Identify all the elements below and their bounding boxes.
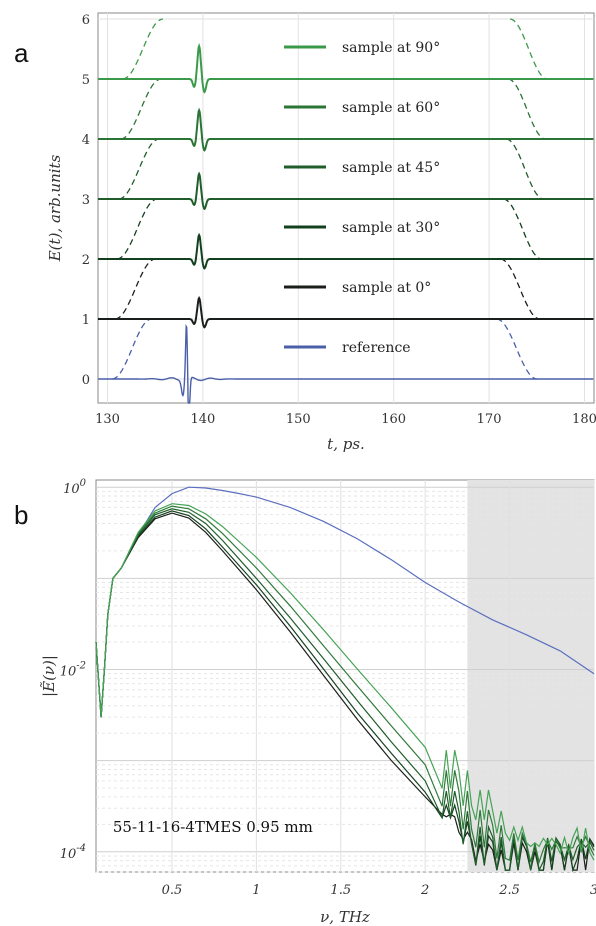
window-fall-5 (509, 18, 548, 80)
legend-label-0: reference (342, 340, 411, 356)
window-fall-2 (503, 198, 542, 260)
y-axis-label: |Ẽ(ν)| (40, 655, 58, 697)
legend-label-3: sample at 45° (342, 160, 440, 176)
series-line-1 (98, 296, 594, 329)
y-tick-label: 5 (82, 73, 90, 88)
y-tick-label: 1 (82, 313, 90, 328)
x-tick-label: 140 (191, 412, 216, 427)
panel-a-chart: 130 140 150 160 170 180 0 1 2 3 4 5 6 t, ps. E(t), arb… (46, 12, 596, 453)
x-tick-label: 3 (590, 883, 596, 898)
y-tick-label: 6 (82, 13, 90, 28)
x-tick-label: 150 (286, 412, 311, 427)
x-tick-label: 170 (477, 412, 502, 427)
panel-b-label: b (14, 500, 28, 530)
spectrum-line-5 (95, 503, 595, 861)
y-tick-label: 4 (82, 133, 90, 148)
window-fall-4 (508, 78, 546, 140)
x-tick-label: 130 (95, 412, 120, 427)
legend-label-2: sample at 30° (342, 220, 440, 236)
legend-label-1: sample at 0° (342, 280, 431, 296)
x-tick-label: 2.5 (498, 883, 520, 898)
x-tick-label: 1 (252, 883, 260, 898)
window-fall-3 (506, 138, 544, 200)
legend-label-4: sample at 60° (342, 100, 440, 116)
x-tick-label: 0.5 (162, 883, 183, 898)
y-tick-label: 3 (82, 193, 90, 208)
y-tick-label: 0 (82, 373, 90, 388)
y-tick-label: 10-4 (60, 843, 86, 862)
x-axis-label: ν, THz (320, 908, 370, 926)
legend-label-5: sample at 90° (342, 40, 440, 56)
shaded-region (467, 480, 594, 872)
y-tick-label: 10-2 (60, 660, 86, 679)
x-axis-label: t, ps. (327, 435, 365, 453)
x-tick-label: 160 (381, 412, 406, 427)
spectrum-line-3 (95, 508, 595, 873)
series-line-0 (98, 323, 594, 404)
series-line-4 (98, 107, 594, 152)
series-line-2 (98, 232, 594, 270)
y-tick-label: 2 (82, 253, 90, 268)
panel-b-chart: 0.5 1 1.5 2 2.5 3 10-4 10-2 100 ν, THz |Ẽ(ν)| 55-11… (40, 478, 596, 926)
series-line-5 (98, 43, 594, 94)
y-axis-label: E(t), arb.units (46, 154, 64, 262)
panel-a-label: a (14, 38, 29, 68)
x-tick-label: 1.5 (330, 883, 351, 898)
sample-annotation: 55-11-16-4TMES 0.95 mm (113, 818, 313, 836)
x-tick-label: 180 (572, 412, 596, 427)
spectrum-line-4 (95, 505, 595, 865)
y-tick-label: 100 (63, 478, 87, 497)
series-line-3 (98, 171, 594, 211)
x-tick-label: 2 (420, 883, 429, 898)
